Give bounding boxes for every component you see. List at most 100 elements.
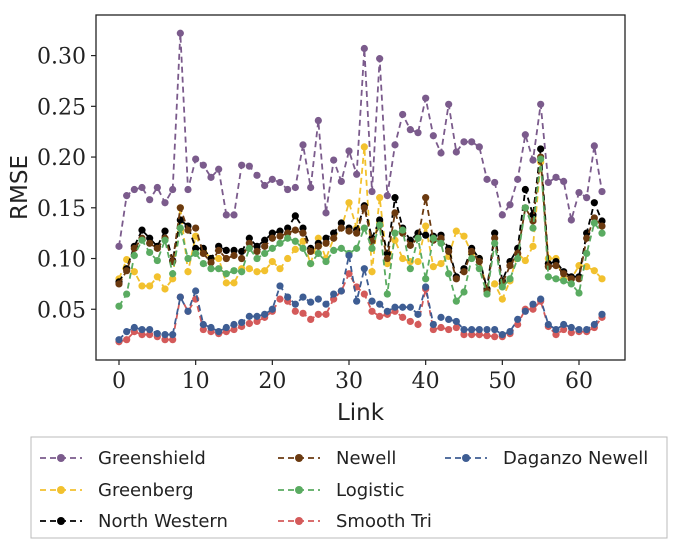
data-point bbox=[253, 268, 261, 276]
data-point bbox=[230, 267, 238, 275]
data-point bbox=[307, 315, 315, 324]
series-line-newell bbox=[118, 156, 603, 292]
legend-item: Greenberg bbox=[40, 480, 194, 501]
legend-label: Smooth Tri bbox=[336, 511, 432, 532]
data-point bbox=[376, 55, 384, 63]
legend-marker bbox=[462, 454, 470, 462]
data-point bbox=[176, 29, 184, 37]
data-point bbox=[330, 156, 338, 164]
data-point bbox=[498, 211, 506, 219]
data-point bbox=[161, 227, 169, 235]
data-point bbox=[268, 305, 276, 313]
data-point bbox=[215, 165, 223, 173]
data-point bbox=[491, 178, 499, 187]
data-point bbox=[376, 216, 384, 224]
data-point bbox=[238, 318, 246, 327]
data-point bbox=[429, 132, 437, 140]
data-point bbox=[245, 319, 253, 328]
data-point bbox=[368, 187, 376, 196]
data-point bbox=[514, 320, 522, 329]
data-point bbox=[123, 267, 131, 275]
data-point bbox=[138, 183, 146, 192]
data-point bbox=[483, 175, 491, 183]
data-point bbox=[322, 310, 330, 318]
data-point bbox=[506, 327, 514, 336]
data-point bbox=[337, 287, 345, 295]
data-point bbox=[399, 254, 407, 263]
data-point bbox=[452, 317, 460, 326]
y-tick-label: 0.25 bbox=[37, 95, 86, 120]
data-point bbox=[468, 325, 476, 334]
data-point bbox=[360, 204, 368, 212]
data-point bbox=[299, 141, 307, 149]
legend-marker bbox=[57, 454, 65, 462]
data-point bbox=[429, 325, 437, 334]
data-point bbox=[337, 224, 345, 232]
data-point bbox=[475, 143, 483, 151]
legend-item: Daganzo Newell bbox=[445, 448, 648, 469]
data-point bbox=[299, 224, 307, 232]
data-point bbox=[215, 246, 223, 255]
legend-label: Daganzo Newell bbox=[503, 448, 648, 469]
data-point bbox=[230, 211, 238, 219]
data-point bbox=[330, 290, 338, 298]
data-point bbox=[468, 331, 476, 339]
data-point bbox=[360, 143, 368, 151]
data-point bbox=[153, 273, 161, 281]
data-point bbox=[215, 327, 223, 336]
series-newell bbox=[115, 153, 606, 295]
series-logistic bbox=[115, 155, 606, 310]
data-point bbox=[491, 229, 499, 237]
data-point bbox=[560, 270, 568, 278]
data-point bbox=[529, 224, 537, 232]
data-point bbox=[483, 332, 491, 340]
data-point bbox=[169, 270, 177, 278]
data-point bbox=[130, 323, 138, 332]
data-point bbox=[153, 183, 161, 192]
data-point bbox=[391, 236, 399, 244]
data-point bbox=[184, 268, 192, 276]
data-point bbox=[521, 256, 529, 265]
data-point bbox=[345, 251, 353, 260]
data-point bbox=[575, 188, 583, 197]
data-point bbox=[483, 290, 491, 298]
data-point bbox=[284, 293, 292, 301]
data-point bbox=[192, 249, 200, 258]
data-point bbox=[460, 331, 468, 339]
data-point bbox=[590, 214, 598, 222]
data-point bbox=[460, 288, 468, 296]
data-point bbox=[291, 300, 299, 308]
data-point bbox=[598, 187, 606, 196]
legend-marker bbox=[57, 486, 65, 494]
data-point bbox=[368, 268, 376, 276]
data-point bbox=[161, 331, 169, 339]
data-point bbox=[422, 222, 430, 230]
data-point bbox=[291, 212, 299, 220]
data-point bbox=[452, 297, 460, 305]
legend-marker bbox=[57, 517, 65, 525]
data-point bbox=[445, 270, 453, 278]
data-point bbox=[207, 173, 215, 181]
data-point bbox=[115, 242, 123, 250]
data-point bbox=[184, 185, 192, 194]
data-point bbox=[299, 244, 307, 252]
data-point bbox=[552, 275, 560, 283]
data-point bbox=[199, 249, 207, 258]
legend: Greenshield Greenberg North Western Newell L… bbox=[30, 436, 668, 539]
data-point bbox=[506, 201, 514, 209]
data-point bbox=[514, 315, 522, 324]
data-point bbox=[498, 331, 506, 339]
data-point bbox=[452, 148, 460, 156]
data-point bbox=[176, 293, 184, 301]
data-point bbox=[475, 331, 483, 339]
data-point bbox=[115, 280, 123, 288]
data-point bbox=[222, 279, 230, 287]
x-tick-label: 50 bbox=[488, 369, 516, 394]
data-point bbox=[445, 100, 453, 108]
data-point bbox=[207, 258, 215, 267]
data-point bbox=[245, 312, 253, 320]
data-point bbox=[192, 155, 200, 163]
data-point bbox=[238, 247, 246, 256]
data-point bbox=[130, 251, 138, 260]
